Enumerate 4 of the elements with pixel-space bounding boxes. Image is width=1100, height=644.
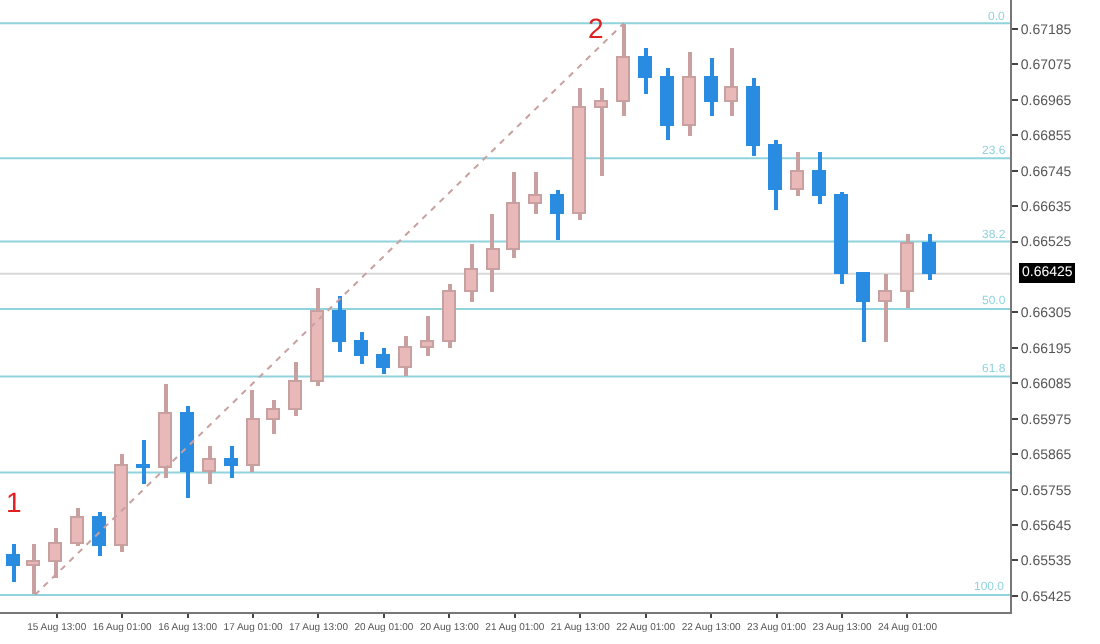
candlestick <box>594 88 608 176</box>
annotation: 2 <box>588 12 604 44</box>
candlestick <box>136 440 150 484</box>
annotation: 1 <box>6 486 22 518</box>
